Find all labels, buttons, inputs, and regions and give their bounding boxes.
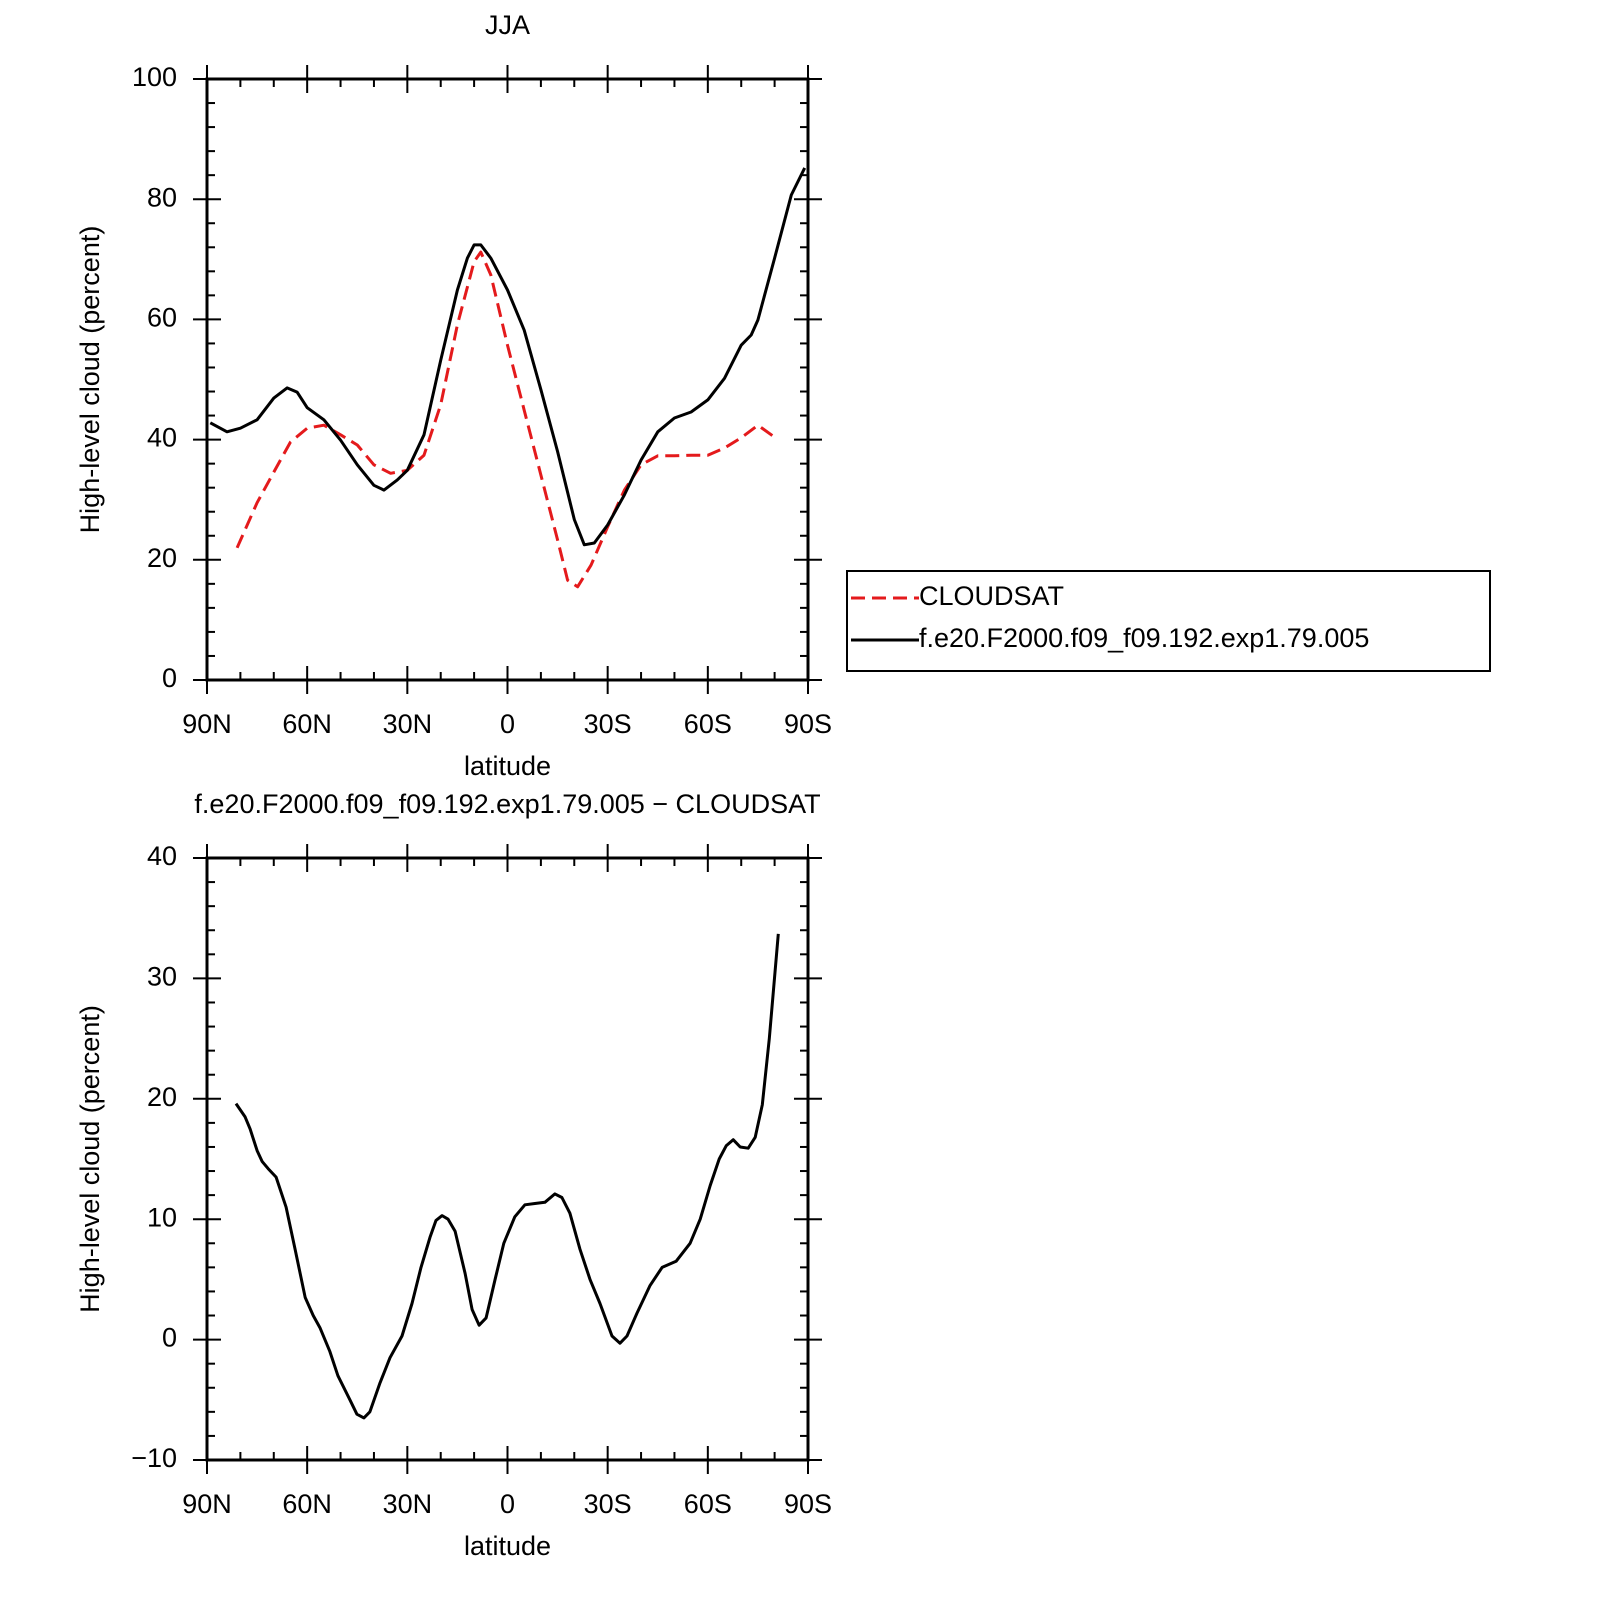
x-tick-label: 30N	[383, 709, 433, 739]
y-axis-label: High-level cloud (percent)	[75, 1005, 105, 1313]
legend-label: CLOUDSAT	[919, 581, 1064, 611]
chart-title: f.e20.F2000.f09_f09.192.exp1.79.005 − CL…	[194, 789, 820, 819]
plot-frame	[205, 856, 810, 1462]
y-tick-label: 20	[147, 543, 177, 573]
y-tick-label: 40	[147, 423, 177, 453]
x-axis-label: latitude	[464, 1531, 551, 1561]
y-tick-label: 80	[147, 182, 177, 212]
x-tick-label: 30S	[584, 1489, 632, 1519]
y-tick-label: −10	[131, 1443, 177, 1473]
x-tick-label: 60N	[282, 1489, 332, 1519]
panel: JJA latitude High-level cloud (percent) 0 20…	[75, 10, 1491, 781]
x-tick-label: 30S	[584, 709, 632, 739]
x-tick-label: 90S	[784, 1489, 832, 1519]
plot-frame	[205, 77, 810, 682]
y-axis-label: High-level cloud (percent)	[75, 226, 105, 534]
x-tick-label: 90N	[182, 1489, 232, 1519]
x-tick-label: 90N	[182, 709, 232, 739]
x-tick-label: 30N	[383, 1489, 433, 1519]
x-tick-label: 0	[500, 709, 515, 739]
chart-title: JJA	[485, 10, 530, 40]
x-tick-label: 60N	[282, 709, 332, 739]
panel: f.e20.F2000.f09_f09.192.exp1.79.005 − CL…	[75, 789, 832, 1561]
x-tick-label: 90S	[784, 709, 832, 739]
data-line	[235, 250, 776, 589]
x-tick-label: 0	[500, 1489, 515, 1519]
y-tick-label: 20	[147, 1082, 177, 1112]
x-tick-label: 60S	[684, 1489, 732, 1519]
data-line	[234, 933, 780, 1420]
y-tick-label: 60	[147, 303, 177, 333]
data-line	[209, 167, 807, 547]
y-tick-label: 0	[162, 663, 177, 693]
y-tick-label: 100	[132, 62, 177, 92]
y-tick-label: 10	[147, 1202, 177, 1232]
y-tick-label: 30	[147, 962, 177, 992]
legend-box	[846, 570, 1491, 672]
x-tick-label: 60S	[684, 709, 732, 739]
x-axis-label: latitude	[464, 751, 551, 781]
y-tick-label: 40	[147, 841, 177, 871]
y-tick-label: 0	[162, 1323, 177, 1353]
legend-label: f.e20.F2000.f09_f09.192.exp1.79.005	[919, 623, 1369, 653]
